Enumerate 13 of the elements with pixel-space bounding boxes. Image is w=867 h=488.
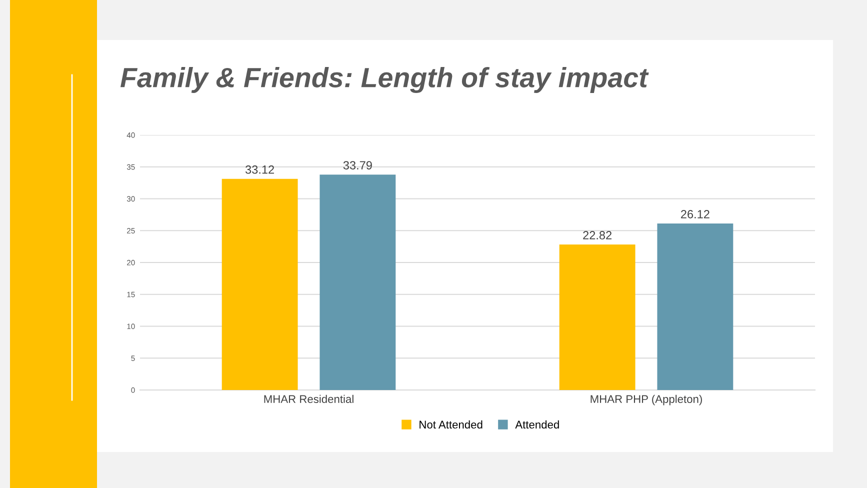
legend-label: Attended: [515, 420, 559, 429]
data-label: 22.82: [583, 231, 612, 240]
bar: [559, 244, 636, 390]
data-label: 33.79: [343, 161, 372, 170]
x-tick-label: MHAR Residential: [264, 394, 354, 404]
x-tick-label: MHAR PHP (Appleton): [590, 394, 702, 406]
chart-title: Family & Friends: Length of stay impact: [120, 67, 649, 93]
legend-label: Not Attended: [420, 420, 482, 429]
bar: [320, 174, 396, 390]
data-label: 33.12: [245, 165, 274, 174]
bar: [222, 178, 298, 390]
bar: [657, 223, 734, 390]
data-label: 26.12: [681, 210, 710, 218]
